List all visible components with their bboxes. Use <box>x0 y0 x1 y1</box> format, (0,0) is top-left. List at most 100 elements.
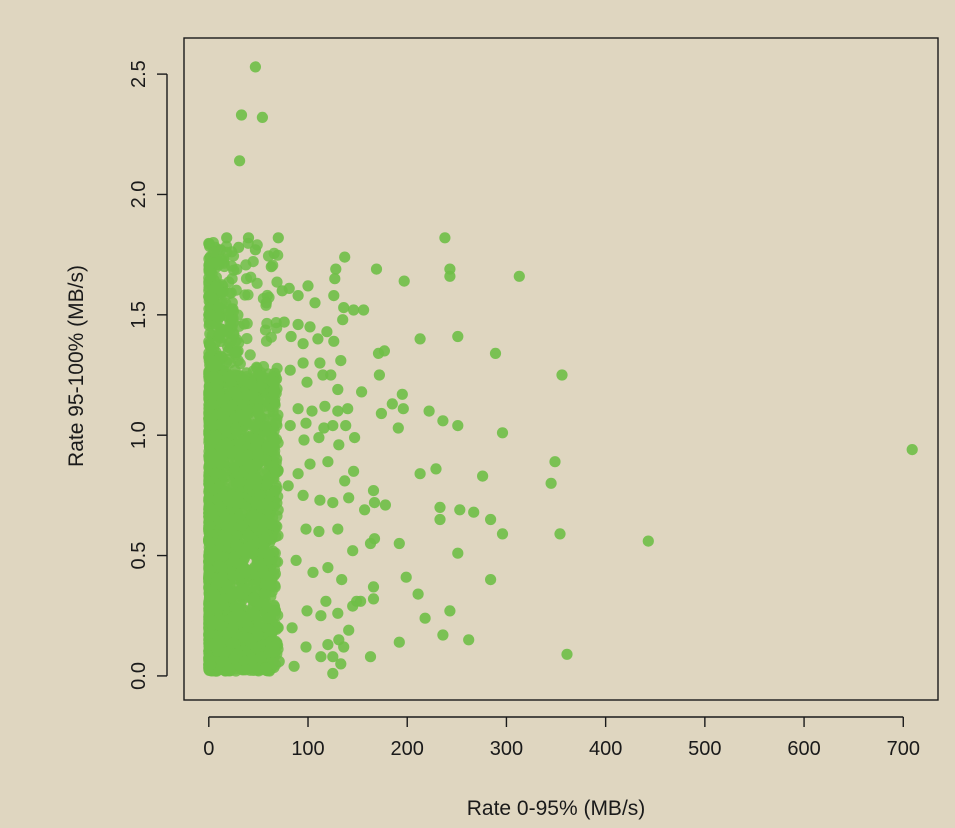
data-point <box>339 251 351 263</box>
data-point <box>282 480 294 492</box>
data-point <box>240 664 252 676</box>
x-tick-label: 400 <box>589 738 622 760</box>
data-point <box>261 600 273 613</box>
data-point <box>230 424 242 436</box>
data-point <box>208 361 220 373</box>
data-point <box>270 317 282 329</box>
data-point <box>208 483 220 495</box>
data-point <box>235 109 248 121</box>
data-point <box>240 547 252 559</box>
data-point <box>272 232 284 244</box>
data-point <box>398 275 410 287</box>
data-point <box>232 491 244 503</box>
data-point <box>315 610 327 622</box>
data-point <box>238 413 250 425</box>
data-point <box>312 333 324 345</box>
data-point <box>304 458 316 470</box>
data-point <box>412 588 424 600</box>
x-tick-label: 300 <box>490 738 523 760</box>
data-point <box>206 586 218 599</box>
data-point <box>343 624 355 636</box>
data-point <box>207 292 219 305</box>
data-point <box>554 528 566 540</box>
data-point <box>513 270 525 282</box>
data-point <box>278 316 290 328</box>
y-tick-label: 0.0 <box>128 662 150 690</box>
data-point <box>203 568 215 580</box>
data-point <box>489 347 502 359</box>
data-point <box>221 438 233 450</box>
data-point <box>203 492 215 504</box>
data-point <box>309 297 321 309</box>
data-point <box>322 639 334 651</box>
data-point <box>556 369 568 381</box>
y-axis: 0.0 0.5 1.0 1.5 2.0 2.5 <box>128 60 168 690</box>
data-point <box>367 581 380 593</box>
data-point <box>561 648 573 660</box>
data-point <box>216 561 228 574</box>
data-point <box>358 304 370 316</box>
data-point <box>215 501 227 513</box>
x-tick-label: 500 <box>688 738 721 760</box>
data-point <box>206 398 218 410</box>
data-point <box>258 544 270 557</box>
x-axis: 0 100 200 300 400 500 600 700 <box>203 716 920 760</box>
data-point <box>317 369 329 381</box>
data-point <box>262 250 275 262</box>
data-point <box>254 381 266 393</box>
data-point <box>328 290 340 302</box>
data-point <box>269 485 281 497</box>
data-point <box>264 612 276 624</box>
data-point <box>265 261 277 273</box>
data-point <box>437 629 449 641</box>
data-point <box>271 276 283 288</box>
data-point <box>227 317 239 329</box>
data-point <box>327 497 339 509</box>
data-point <box>242 583 254 595</box>
data-point <box>233 241 245 253</box>
data-point <box>292 318 304 331</box>
data-point <box>329 273 341 285</box>
data-point <box>444 270 456 282</box>
data-point <box>297 357 309 369</box>
data-point <box>235 520 247 532</box>
data-point <box>286 622 298 634</box>
data-point <box>338 302 350 314</box>
data-point <box>356 386 368 398</box>
data-point <box>444 605 456 617</box>
data-point <box>233 476 245 488</box>
data-point <box>265 590 277 603</box>
y-axis-title: Rate 95-100% (MB/s) <box>65 265 88 467</box>
data-point <box>434 513 446 526</box>
data-point <box>272 530 284 542</box>
data-point <box>260 297 272 309</box>
data-point <box>254 489 266 501</box>
data-point <box>206 268 218 280</box>
data-point <box>217 532 229 545</box>
data-point <box>260 454 272 466</box>
data-point <box>265 331 277 343</box>
data-point <box>207 370 219 382</box>
data-point <box>314 357 326 369</box>
data-point <box>306 405 318 417</box>
data-point <box>217 469 229 481</box>
y-tick-label: 1.0 <box>128 421 150 449</box>
data-point <box>205 629 217 641</box>
data-point <box>210 280 222 292</box>
data-point <box>203 414 215 426</box>
data-point <box>386 398 398 410</box>
data-point <box>214 419 227 431</box>
data-point <box>248 592 260 604</box>
data-point <box>257 498 269 510</box>
data-point <box>223 276 235 288</box>
x-tick-label: 700 <box>887 738 920 760</box>
data-point <box>248 509 260 521</box>
data-point <box>335 658 347 670</box>
data-point <box>228 386 241 398</box>
data-point <box>302 280 314 292</box>
data-point <box>338 641 350 653</box>
data-point <box>545 477 557 489</box>
data-point <box>252 629 264 641</box>
data-point <box>347 545 359 557</box>
